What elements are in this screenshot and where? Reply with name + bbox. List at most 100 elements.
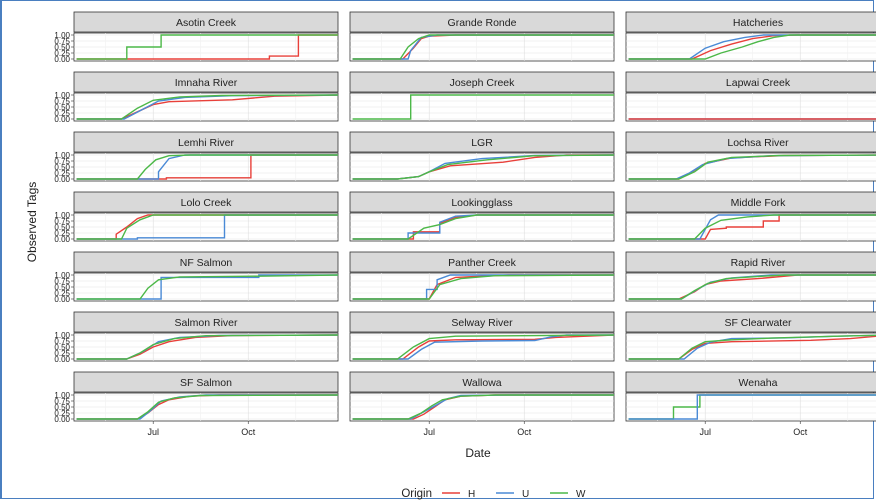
series-line-W [76, 274, 339, 300]
series-line-H [352, 334, 615, 360]
facet-strip [349, 71, 615, 93]
facet-strip [349, 191, 615, 213]
facet-title: Imnaha River [175, 77, 238, 89]
facet-strip [349, 311, 615, 333]
y-tick-label: 0.75 [54, 397, 70, 406]
facet-title: SF Salmon [180, 377, 232, 389]
facet-strip [73, 131, 339, 153]
facet-title: Wallowa [462, 377, 501, 389]
facet-title: Lapwai Creek [726, 77, 791, 89]
series-line-W [76, 94, 339, 120]
y-tick-label: 0.50 [54, 343, 70, 352]
x-tick-label: Jul [699, 427, 711, 437]
legend-label-U: U [522, 489, 529, 500]
series-line-W [76, 394, 339, 420]
y-tick-label: 0.75 [54, 337, 70, 346]
facet-title: Wenaha [739, 377, 778, 389]
x-tick-label: Oct [793, 427, 808, 437]
facet-title: Panther Creek [448, 257, 516, 269]
y-tick-label: 0.50 [54, 403, 70, 412]
facet-strip [625, 371, 876, 393]
series-line-W [628, 274, 876, 300]
series-line-W [352, 154, 615, 180]
facet-strip [625, 71, 876, 93]
facet-strip [625, 131, 876, 153]
y-tick-label: 1.00 [54, 271, 70, 280]
y-tick-label: 0.50 [54, 163, 70, 172]
series-line-W [352, 394, 614, 420]
y-tick-label: 0.75 [54, 277, 70, 286]
x-tick-label: Oct [241, 427, 256, 437]
series-line-W [352, 214, 614, 240]
facet-strip [73, 311, 339, 333]
facet-strip [625, 11, 876, 33]
series-line-H [628, 118, 876, 120]
series-line-W [628, 34, 876, 60]
y-tick-label: 0.50 [54, 223, 70, 232]
y-tick-label: 0.75 [54, 37, 70, 46]
y-tick-label: 0.25 [54, 49, 70, 58]
facet-title: LGR [471, 137, 493, 149]
series-line-W [352, 274, 615, 300]
facet-strip [625, 191, 876, 213]
y-tick-label: 0.00 [54, 415, 70, 424]
y-tick-label: 1.00 [54, 391, 70, 400]
facet-strip [349, 131, 615, 153]
series-line-W [76, 334, 339, 360]
y-axis-title: Observed Tags [25, 182, 39, 263]
y-tick-label: 0.50 [54, 283, 70, 292]
facet-title: Lemhi River [178, 137, 235, 149]
facet-strip [73, 11, 339, 33]
facet-strip [73, 191, 339, 213]
y-tick-label: 0.25 [54, 409, 70, 418]
y-tick-label: 0.00 [54, 295, 70, 304]
facet-title: Rapid River [731, 257, 786, 269]
facet-title: SF Clearwater [724, 317, 792, 329]
y-tick-label: 0.25 [54, 169, 70, 178]
facet-title: Lolo Creek [181, 197, 233, 209]
x-tick-label: Jul [423, 427, 435, 437]
facet-strip [625, 311, 876, 333]
series-line-W [352, 94, 614, 120]
facet-title: Selway River [451, 317, 513, 329]
series-line-W [76, 214, 338, 240]
facet-title: Hatcheries [733, 17, 783, 29]
legend-label-W: W [576, 489, 586, 500]
series-line-W [76, 34, 338, 60]
series-line-W [628, 334, 876, 360]
series-line-U [76, 274, 338, 300]
facet-strip [73, 71, 339, 93]
y-tick-label: 0.25 [54, 109, 70, 118]
legend-title: Origin [401, 488, 432, 500]
x-tick-label: Jul [147, 427, 159, 437]
y-tick-label: 0.75 [54, 157, 70, 166]
y-tick-label: 0.25 [54, 289, 70, 298]
facet-strip [349, 371, 615, 393]
x-tick-label: Oct [517, 427, 532, 437]
series-line-W [352, 34, 614, 60]
series-line-W [628, 214, 876, 240]
y-tick-label: 1.00 [54, 151, 70, 160]
facet-title: Grande Ronde [448, 17, 517, 29]
facet-title: Middle Fork [731, 197, 787, 209]
y-tick-label: 1.00 [54, 331, 70, 340]
y-tick-label: 0.75 [54, 97, 70, 106]
facet-title: NF Salmon [180, 257, 233, 269]
facet-title: Salmon River [174, 317, 238, 329]
y-tick-label: 1.00 [54, 31, 70, 40]
facet-strip [625, 251, 876, 273]
y-tick-label: 0.00 [54, 55, 70, 64]
facet-strip [73, 251, 339, 273]
facet-title: Lochsa River [727, 137, 789, 149]
y-tick-label: 0.25 [54, 229, 70, 238]
series-line-W [352, 334, 615, 360]
legend-label-H: H [468, 489, 475, 500]
facet-title: Asotin Creek [176, 17, 237, 29]
y-tick-label: 1.00 [54, 211, 70, 220]
y-tick-label: 0.25 [54, 349, 70, 358]
y-tick-label: 0.00 [54, 355, 70, 364]
facet-title: Joseph Creek [450, 77, 516, 89]
series-line-W [76, 154, 338, 180]
